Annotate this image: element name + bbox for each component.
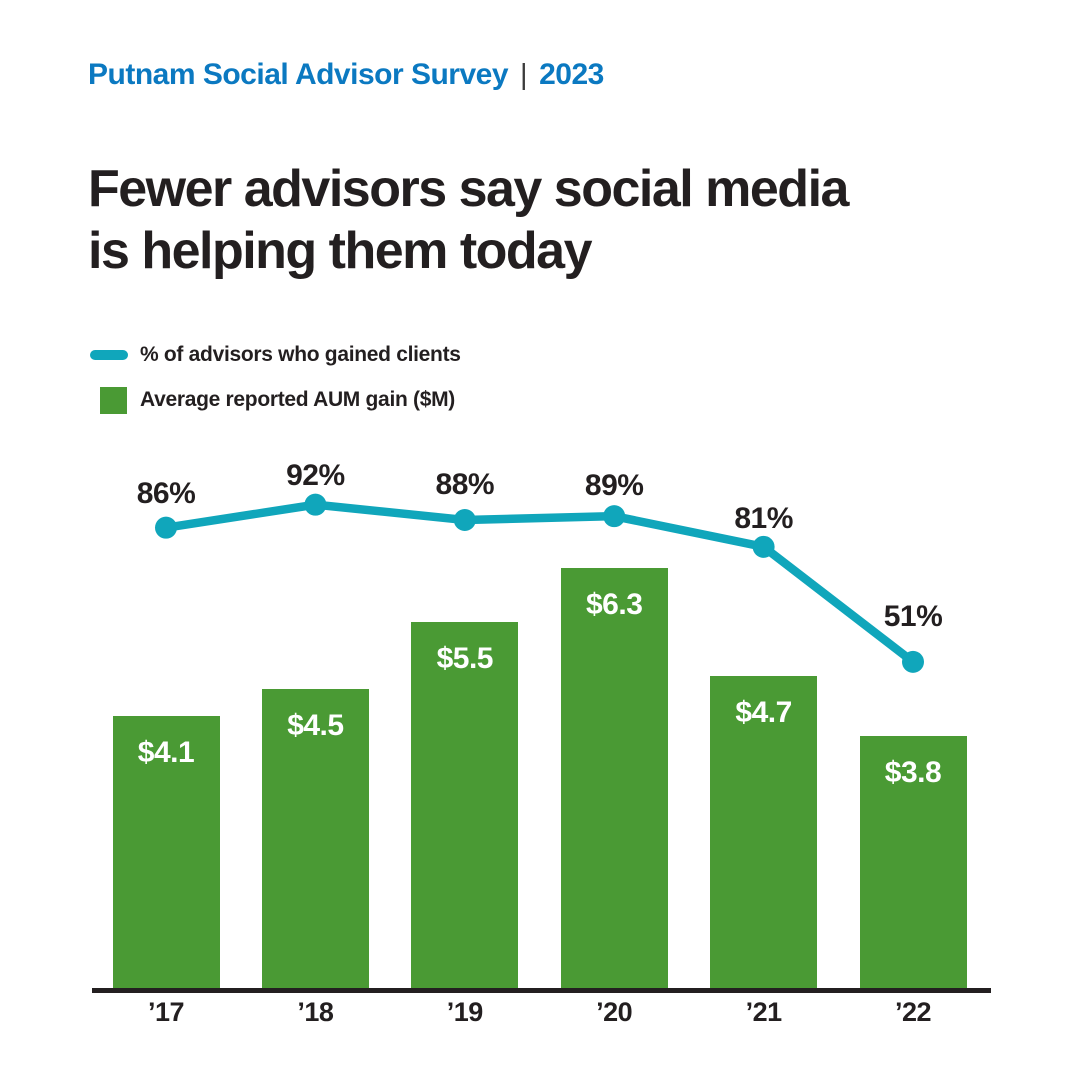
data-point-’21 [752, 535, 775, 558]
line-value-label: 51% [883, 599, 943, 633]
x-tick-label: ’17 [147, 997, 185, 1027]
survey-kicker: Putnam Social Advisor Survey | 2023 [88, 58, 604, 92]
bar-’18: $4.5 [261, 689, 369, 991]
bar-’19: $5.5 [411, 621, 519, 991]
x-tick-label: ’18 [297, 997, 334, 1027]
line-value-label: 88% [435, 468, 495, 501]
x-tick-label: ’21 [745, 997, 783, 1027]
data-point-’17 [155, 516, 177, 539]
x-tick-label: ’19 [446, 997, 484, 1027]
bar-value-label: $4.1 [137, 735, 195, 769]
bar-value-label: $5.5 [436, 641, 494, 675]
line-value-label: 81% [734, 501, 793, 535]
line-value-label: 89% [584, 469, 644, 503]
bar-value-label: $4.7 [735, 695, 792, 729]
survey-name: Putnam Social Advisor Survey [88, 58, 509, 91]
trend-line [165, 500, 916, 666]
line-value-label: 86% [136, 476, 196, 510]
bar-’21: $4.7 [710, 675, 818, 991]
bar-’17: $4.1 [112, 715, 220, 991]
bar-’20: $6.3 [560, 568, 668, 991]
line-value-label: 92% [286, 458, 345, 492]
bar-series-swatch-icon [100, 386, 127, 414]
x-tick-label: ’22 [894, 997, 932, 1027]
chart-legend: % of advisors who gained clients Average… [90, 340, 461, 430]
legend-label-line-series: % of advisors who gained clients [140, 343, 461, 366]
bar-’22: $3.8 [859, 736, 967, 991]
data-point-’19 [453, 509, 476, 532]
survey-year: 2023 [539, 58, 604, 91]
legend-label-bar-series: Average reported AUM gain ($M) [140, 388, 455, 411]
bar-value-label: $3.8 [884, 756, 942, 790]
bar-value-label: $6.3 [585, 588, 643, 622]
line-series-swatch-icon [90, 350, 128, 360]
data-point-’20 [603, 505, 626, 528]
x-tick-label: ’20 [596, 997, 633, 1027]
headline-line1: Fewer advisors say social media [88, 160, 849, 218]
bar-value-label: $4.5 [287, 709, 344, 743]
legend-item-line-series: % of advisors who gained clients [90, 340, 461, 370]
headline: Fewer advisors say social media is helpi… [88, 158, 849, 282]
x-axis-line [92, 988, 991, 993]
headline-line2: is helping them today [88, 222, 593, 280]
legend-item-bar-series: Average reported AUM gain ($M) [90, 385, 461, 415]
data-point-’22 [902, 650, 924, 673]
kicker-separator: | [520, 59, 528, 91]
data-point-’18 [304, 493, 327, 516]
